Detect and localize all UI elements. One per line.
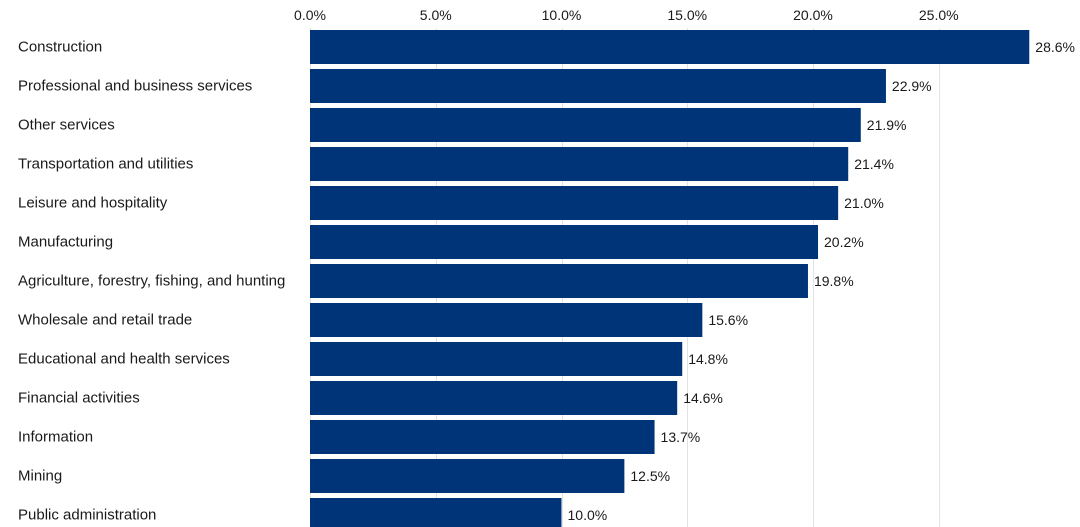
category-label-4: Leisure and hospitality (18, 195, 168, 212)
bar-11 (310, 459, 625, 493)
category-label-7: Wholesale and retail trade (18, 312, 192, 329)
bar-8 (310, 342, 683, 376)
bar-6 (310, 264, 808, 298)
x-tick-label-5: 25.0% (919, 7, 959, 23)
category-label-2: Other services (18, 117, 115, 134)
value-label-4: 21.0% (844, 195, 884, 211)
bar-1 (310, 69, 886, 103)
value-label-1: 22.9% (892, 78, 932, 94)
x-tick-label-3: 15.0% (667, 7, 707, 23)
x-tick-label-4: 20.0% (793, 7, 833, 23)
bars (310, 30, 1030, 527)
value-label-6: 19.8% (814, 273, 854, 289)
category-label-1: Professional and business services (18, 78, 252, 95)
value-label-0: 28.6% (1035, 39, 1075, 55)
bar-5 (310, 225, 819, 259)
value-label-10: 13.7% (661, 429, 701, 445)
category-label-11: Mining (18, 468, 62, 485)
category-label-12: Public administration (18, 507, 156, 524)
category-label-5: Manufacturing (18, 234, 113, 251)
value-label-7: 15.6% (708, 312, 748, 328)
category-label-6: Agriculture, forestry, fishing, and hunt… (18, 273, 285, 290)
value-label-8: 14.8% (688, 351, 728, 367)
bar-2 (310, 108, 861, 142)
category-label-8: Educational and health services (18, 351, 230, 368)
value-label-2: 21.9% (867, 117, 907, 133)
x-tick-label-2: 10.0% (542, 7, 582, 23)
bar-12 (310, 498, 562, 527)
value-label-12: 10.0% (568, 507, 608, 523)
category-label-0: Construction (18, 39, 102, 56)
x-axis-ticks: 0.0% 5.0% 10.0% 15.0% 20.0% 25.0% (294, 7, 959, 23)
bar-4 (310, 186, 839, 220)
value-label-3: 21.4% (854, 156, 894, 172)
value-label-9: 14.6% (683, 390, 723, 406)
value-labels: 28.6% 22.9% 21.9% 21.4% 21.0% 20.2% 19.8% 15.6%… (568, 39, 1075, 523)
value-label-11: 12.5% (630, 468, 670, 484)
bar-10 (310, 420, 655, 454)
category-label-10: Information (18, 429, 93, 446)
category-label-3: Transportation and utilities (18, 156, 193, 173)
category-label-9: Financial activities (18, 390, 140, 407)
bar-0 (310, 30, 1030, 64)
x-tick-label-0: 0.0% (294, 7, 326, 23)
bar-3 (310, 147, 849, 181)
bar-7 (310, 303, 703, 337)
x-tick-label-1: 5.0% (420, 7, 452, 23)
bar-9 (310, 381, 678, 415)
value-label-5: 20.2% (824, 234, 864, 250)
category-labels: Construction Professional and business se… (18, 39, 285, 524)
